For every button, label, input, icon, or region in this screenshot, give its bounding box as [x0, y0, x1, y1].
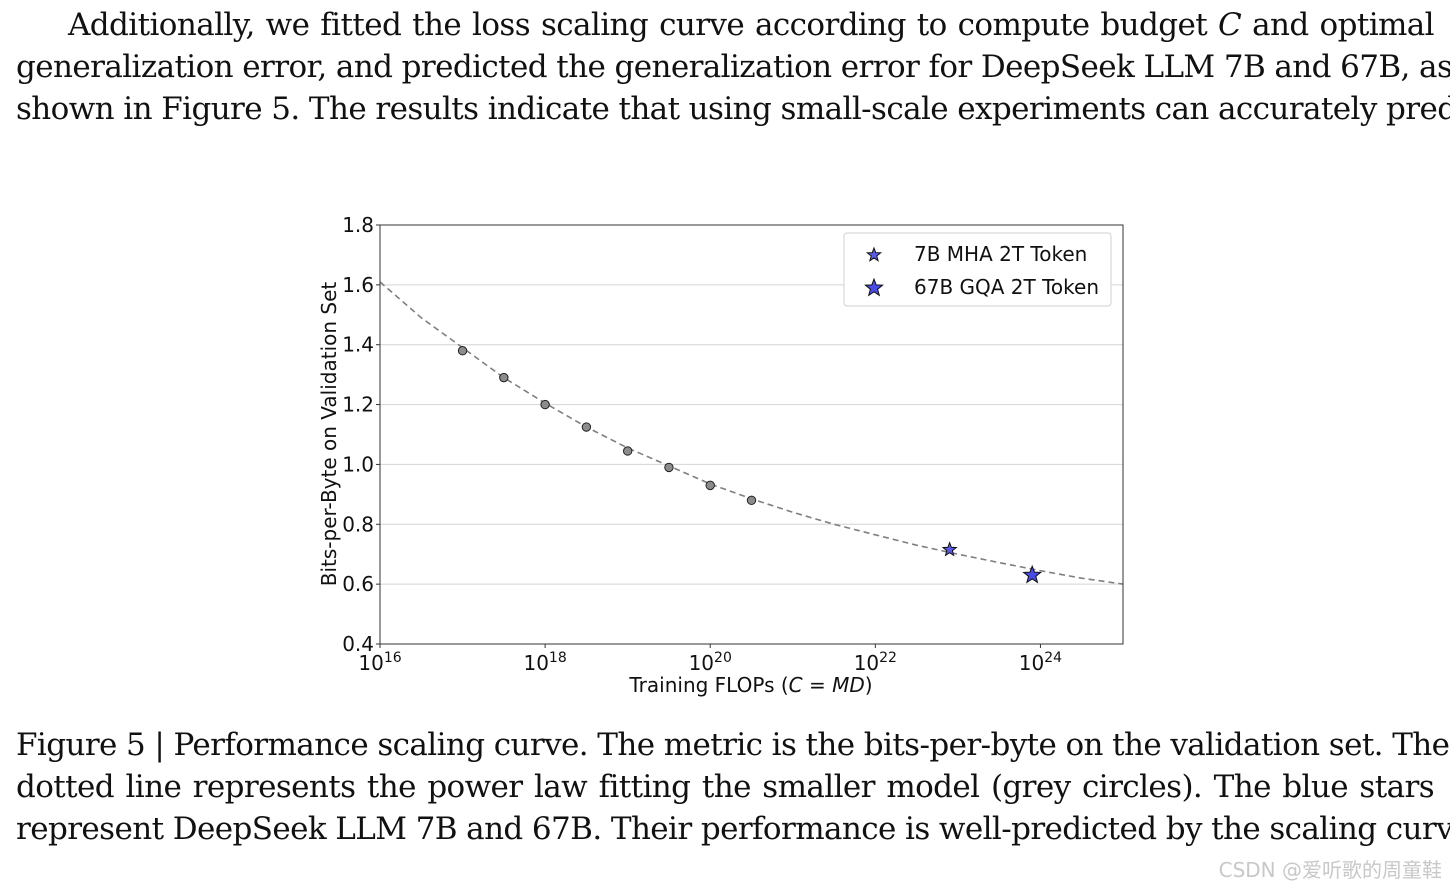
legend-star-7b — [865, 246, 883, 262]
data-point-circle — [664, 462, 674, 473]
x-tick-label: 1024 — [1019, 650, 1062, 675]
y-tick-label: 0.6 — [342, 572, 374, 596]
data-point-circle — [622, 446, 633, 456]
legend-box — [843, 232, 1112, 307]
caption-line: dotted line represents the power law fit… — [16, 769, 1435, 805]
y-tick-label: 1.2 — [342, 393, 374, 417]
caption-line: Figure 5 | Performance scaling curve. Th… — [16, 727, 1450, 763]
y-tick-label: 1.8 — [342, 213, 374, 237]
grid-lines — [380, 224, 1123, 645]
y-tick-label: 1.6 — [342, 273, 374, 297]
data-point-circle — [705, 480, 715, 491]
data-markers — [457, 346, 1043, 584]
intro-line: Additionally, we fitted the loss scaling… — [68, 7, 1435, 43]
data-point-circle — [746, 495, 757, 506]
y-tick-label: 0.8 — [342, 512, 374, 536]
intro-line: generalization error, and predicted the … — [16, 49, 1450, 85]
y-tick-label: 0.4 — [342, 632, 374, 656]
y-tick-label: 1.0 — [342, 452, 374, 476]
x-tick-label: 1018 — [523, 650, 566, 675]
data-point-circle — [499, 372, 509, 383]
data-point-circle — [581, 422, 592, 432]
legend: 7B MHA 2T Token 67B GQA 2T Token — [843, 232, 1112, 307]
intro-line: shown in Figure 5. The results indicate … — [16, 91, 1450, 127]
data-point-circle — [457, 346, 468, 356]
y-axis-ticks: 0.4 0.6 0.8 1.0 1.2 1.4 1.6 1.8 — [342, 213, 380, 656]
watermark: CSDN @爱听歌的周童鞋 — [1218, 858, 1442, 882]
data-point-circle — [540, 399, 550, 410]
caption-line: represent DeepSeek LLM 7B and 67B. Their… — [16, 811, 1450, 847]
figure-caption: Figure 5 | Performance scaling curve. Th… — [16, 724, 1450, 850]
data-point-star-7b — [941, 541, 958, 557]
x-axis-label: Training FLOPs (C = MD) — [628, 673, 872, 697]
y-axis-label: Bits-per-Byte on Validation Set — [317, 282, 341, 587]
plot-frame — [379, 224, 1124, 645]
x-tick-label: 1020 — [689, 650, 732, 675]
y-tick-label: 1.4 — [342, 333, 374, 357]
x-tick-label: 1016 — [358, 650, 401, 675]
x-tick-label: 1022 — [854, 650, 897, 675]
legend-label-67b: 67B GQA 2T Token — [914, 275, 1099, 299]
legend-label-7b: 7B MHA 2T Token — [914, 242, 1087, 266]
intro-paragraph: Additionally, we fitted the loss scaling… — [16, 4, 1450, 130]
x-axis-ticks: 1016 1018 1020 1022 1024 — [358, 644, 1062, 675]
scaling-chart: 0.4 0.6 0.8 1.0 1.2 1.4 1.6 1.8 1016 1018 1020 102… — [317, 213, 1124, 697]
legend-star-67b — [864, 277, 884, 297]
data-point-star-67b — [1022, 564, 1043, 584]
power-law-fit-line — [379, 281, 1124, 585]
